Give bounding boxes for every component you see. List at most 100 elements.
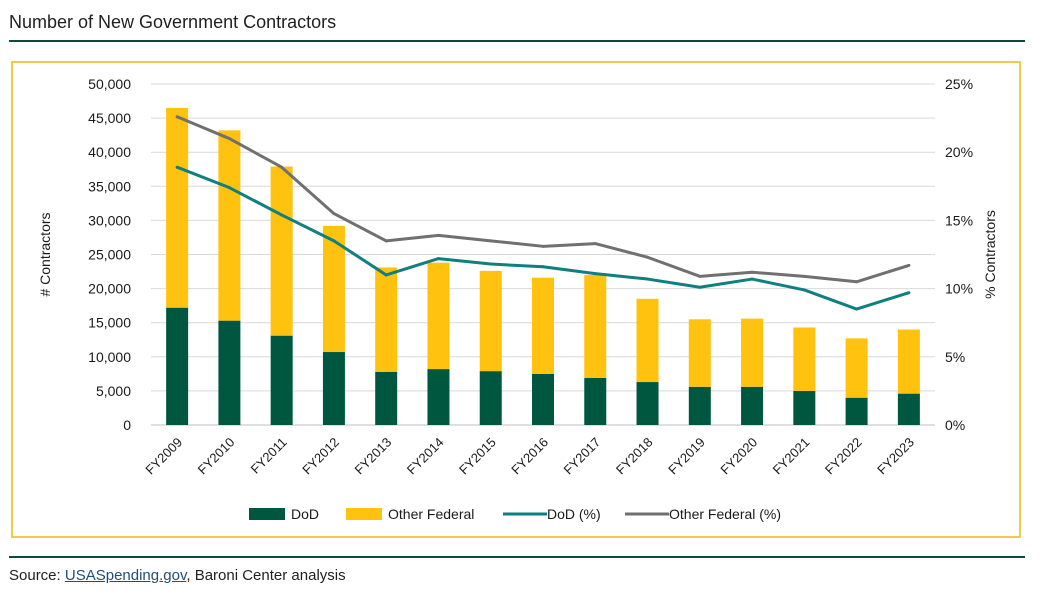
line-other-federal-pct-point (332, 212, 336, 216)
x-tick-label: FY2023 (874, 435, 917, 478)
legend-dod-swatch (249, 508, 285, 520)
bar-dod (636, 382, 659, 425)
chart-title: Number of New Government Contractors (9, 12, 337, 32)
bar-dod (741, 386, 764, 425)
y2-tick-label: 20% (945, 144, 973, 160)
x-tick-label: FY2021 (770, 435, 813, 478)
bar-dod (897, 393, 920, 425)
y-axis-title: # Contractors (37, 212, 53, 296)
legend-other-federal-swatch (346, 508, 382, 520)
bar-other-federal (793, 327, 816, 391)
bar-dod (166, 307, 189, 425)
x-tick-label: FY2022 (822, 435, 865, 478)
y-tick-label: 20,000 (88, 281, 131, 297)
line-other-federal-pct-point (489, 239, 493, 243)
line-dod-pct-point (698, 285, 702, 289)
line-dod-pct-point (750, 277, 754, 281)
bar-other-federal (270, 166, 293, 336)
line-dod-pct-point (332, 239, 336, 243)
source-link[interactable]: USASpending.gov (64, 567, 187, 584)
x-tick-label: FY2015 (456, 435, 499, 478)
chart-svg: 0 5,000 10,000 15,000 20,000 25,000 30,000 35,0… (37, 76, 998, 522)
y-tick-label: 0 (123, 417, 131, 433)
line-other-federal-pct-point (907, 263, 911, 267)
line-dod-pct-point (175, 165, 179, 169)
line-other-federal-pct-point (646, 255, 650, 259)
y2-tick-label: 25% (945, 76, 973, 92)
x-tick-label: FY2009 (142, 435, 185, 478)
bar-dod (845, 397, 868, 425)
legend-other-federal-pct-label: Other Federal (%) (669, 506, 781, 522)
bar-dod (532, 373, 554, 425)
bar-dod (427, 369, 450, 425)
bar-other-federal (741, 318, 764, 387)
source-note: Source: USASpending.gov, Baroni Center a… (9, 567, 346, 584)
bar-other-federal (479, 270, 502, 372)
y-tick-label: 15,000 (88, 315, 131, 331)
line-dod-pct-point (436, 257, 440, 261)
bar-other-federal (218, 130, 241, 321)
bar-other-federal (584, 274, 607, 378)
x-tick-label: FY2017 (561, 435, 604, 478)
y2-tick-label: 5% (945, 349, 965, 365)
chart-frame: 0 5,000 10,000 15,000 20,000 25,000 30,000 35,0… (11, 61, 1021, 538)
line-other-federal-pct-point (227, 137, 231, 141)
bar-other-federal (427, 262, 450, 370)
bar-other-federal (636, 298, 659, 383)
bar-other-federal (375, 267, 398, 372)
bar-dod (479, 371, 502, 425)
y2-tick-label: 15% (945, 212, 973, 228)
line-dod-pct-point (384, 273, 388, 277)
bar-other-federal (532, 277, 554, 374)
x-tick-label: FY2020 (717, 435, 760, 478)
source-divider (9, 556, 1025, 558)
y2-tick-label: 0% (945, 417, 965, 433)
x-tick-label: FY2016 (508, 435, 551, 478)
bar-dod (218, 320, 241, 425)
line-other-federal-pct-point (436, 233, 440, 237)
bar-other-federal (688, 319, 711, 387)
line-other-federal-pct-point (280, 165, 284, 169)
title-divider (9, 40, 1025, 42)
line-other-federal-pct-point (593, 242, 597, 246)
line-dod-pct-point (802, 288, 806, 292)
bar-dod (688, 386, 711, 425)
line-other-federal-pct-point (384, 239, 388, 243)
line-other-federal-pct-point (802, 274, 806, 278)
line-dod-pct-point (489, 262, 493, 266)
y-tick-label: 30,000 (88, 212, 131, 228)
y-tick-label: 45,000 (88, 110, 131, 126)
line-dod-pct-point (280, 213, 284, 217)
bar-other-federal (322, 225, 345, 353)
legend-dod-pct-label: DoD (%) (547, 506, 601, 522)
line-dod-pct-point (593, 272, 597, 276)
source-suffix: , Baroni Center analysis (186, 567, 346, 584)
y-tick-label: 25,000 (88, 247, 131, 263)
line-other-federal-pct-point (698, 274, 702, 278)
line-dod-pct-point (227, 186, 231, 190)
bar-other-federal (166, 107, 189, 308)
x-tick-label: FY2012 (299, 435, 342, 478)
line-dod-pct-point (907, 291, 911, 295)
bar-dod (793, 390, 816, 425)
x-tick-label: FY2010 (195, 435, 238, 478)
bar-other-federal (845, 338, 868, 398)
y-tick-label: 40,000 (88, 144, 131, 160)
line-other-federal-pct-point (175, 115, 179, 119)
y2-tick-label: 10% (945, 281, 973, 297)
y2-axis-title: % Contractors (982, 210, 998, 299)
x-tick-label: FY2019 (665, 435, 708, 478)
line-dod-pct-point (541, 265, 545, 269)
line-other-federal-pct-point (541, 244, 545, 248)
line-dod-pct-point (646, 277, 650, 281)
bar-dod (584, 377, 607, 425)
line-other-federal-pct-point (750, 270, 754, 274)
bar-dod (270, 335, 293, 425)
x-tick-label: FY2011 (248, 435, 290, 477)
bar-dod (375, 371, 398, 425)
y-tick-label: 35,000 (88, 178, 131, 194)
legend-dod-label: DoD (291, 506, 319, 522)
source-prefix: Source: (9, 567, 65, 584)
bar-dod (322, 352, 345, 425)
line-dod-pct-point (855, 307, 859, 311)
